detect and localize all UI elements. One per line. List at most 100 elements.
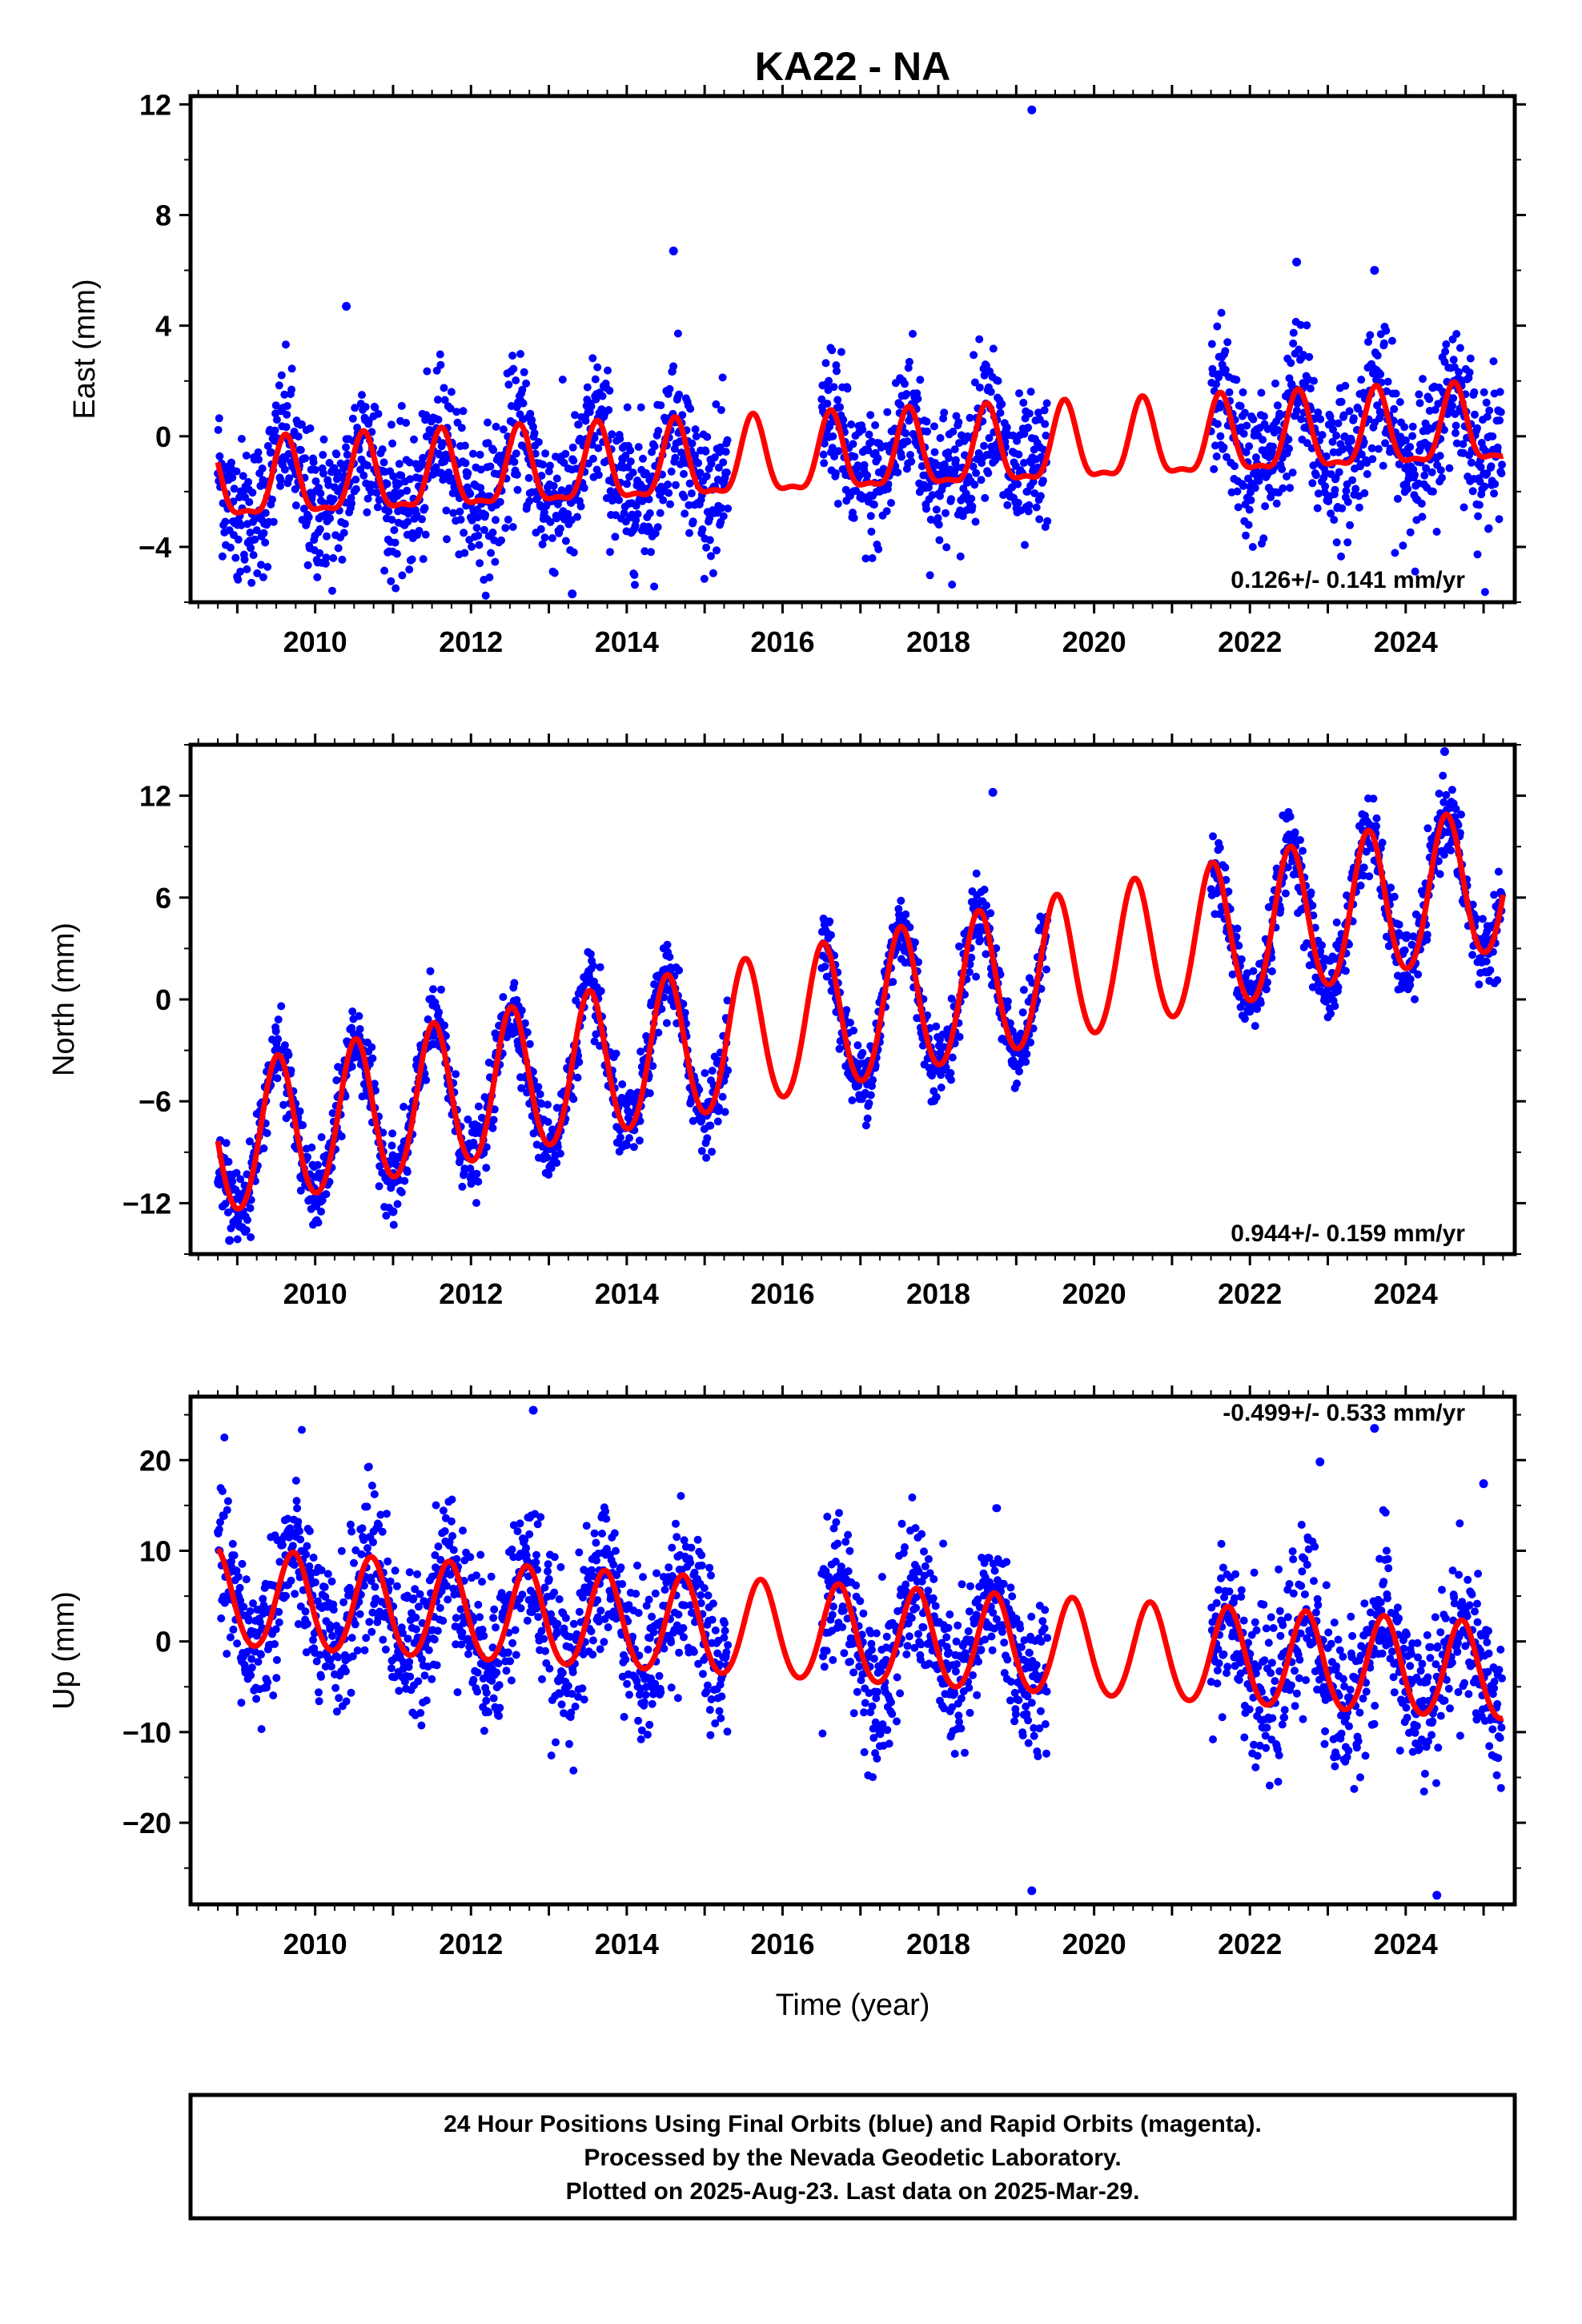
data-point	[329, 495, 338, 504]
data-point	[620, 509, 628, 517]
data-point	[576, 434, 584, 443]
data-point	[280, 390, 289, 399]
x-tick-label: 2020	[1062, 1277, 1126, 1310]
data-point	[536, 525, 545, 533]
data-point	[309, 1554, 318, 1562]
data-point	[846, 1019, 854, 1027]
data-point	[279, 1100, 288, 1109]
east-data-points	[214, 105, 1506, 600]
data-point	[508, 523, 517, 531]
data-point	[1390, 404, 1399, 413]
data-point	[1482, 957, 1491, 966]
data-point	[671, 453, 680, 462]
data-point	[1471, 410, 1479, 419]
data-point	[937, 1084, 946, 1092]
x-tick-label: 2016	[750, 1277, 814, 1310]
data-point	[917, 462, 926, 471]
data-point	[1445, 464, 1454, 472]
data-point	[1295, 396, 1303, 405]
data-point	[955, 1032, 964, 1041]
data-point	[552, 1159, 561, 1168]
data-point	[287, 1576, 295, 1585]
data-point	[705, 514, 714, 523]
data-point	[1331, 485, 1339, 494]
data-point	[1272, 499, 1281, 508]
data-point	[1343, 538, 1352, 547]
data-point-outlier	[342, 301, 351, 311]
data-point	[1415, 399, 1424, 408]
data-point	[291, 485, 299, 493]
data-point	[1466, 354, 1475, 363]
data-point	[434, 416, 443, 424]
data-point	[337, 1132, 346, 1140]
data-point	[718, 1092, 727, 1101]
data-point	[897, 452, 905, 461]
data-point	[868, 554, 877, 562]
data-point	[1420, 471, 1429, 480]
data-point	[227, 458, 235, 467]
data-point	[949, 428, 958, 436]
data-point	[1244, 521, 1253, 529]
data-point	[1364, 337, 1372, 346]
data-point	[402, 419, 411, 427]
data-point	[712, 400, 721, 408]
data-point	[698, 525, 707, 533]
data-point	[977, 476, 986, 485]
data-point	[1239, 429, 1248, 438]
data-point	[1026, 388, 1035, 396]
data-point	[433, 396, 442, 404]
x-tick-label: 2020	[1062, 625, 1126, 658]
data-point	[363, 461, 371, 470]
data-point	[833, 367, 841, 376]
data-point	[549, 481, 558, 490]
data-point	[633, 509, 642, 518]
data-point	[398, 571, 407, 580]
data-point	[680, 493, 689, 501]
data-point	[313, 573, 322, 581]
data-point	[571, 411, 579, 420]
data-point	[647, 548, 655, 557]
data-point	[932, 505, 941, 514]
east-y-axis-label: East (mm)	[68, 279, 102, 419]
data-point	[215, 1525, 223, 1534]
data-point	[316, 489, 325, 498]
data-point	[615, 496, 624, 505]
data-point	[934, 514, 942, 522]
data-point	[839, 416, 848, 424]
data-point	[1455, 368, 1464, 376]
data-point	[303, 561, 312, 569]
data-point	[528, 422, 537, 431]
x-tick-label: 2018	[906, 625, 970, 658]
data-point	[650, 442, 659, 451]
data-point	[975, 383, 984, 392]
data-point	[248, 489, 257, 497]
data-point	[1357, 450, 1366, 459]
data-point	[218, 1487, 227, 1495]
data-point	[1240, 408, 1249, 417]
data-point	[488, 1124, 497, 1132]
data-point	[1014, 498, 1022, 507]
data-point	[1018, 1008, 1027, 1017]
data-point	[694, 459, 703, 468]
data-point	[476, 450, 484, 459]
data-point	[825, 422, 834, 431]
data-point	[982, 361, 990, 370]
data-point	[422, 411, 431, 420]
data-point	[404, 517, 412, 526]
data-point	[367, 1043, 376, 1051]
data-point	[721, 1108, 729, 1116]
data-point	[1427, 468, 1436, 476]
data-point	[1328, 437, 1337, 446]
data-point	[1379, 339, 1388, 348]
data-point	[723, 436, 732, 444]
data-point	[1042, 399, 1051, 408]
data-point	[317, 1133, 326, 1141]
data-point	[1436, 466, 1445, 475]
data-point	[1292, 406, 1301, 415]
data-point	[389, 1220, 398, 1229]
data-point	[1296, 320, 1305, 329]
data-point	[924, 483, 933, 492]
data-point	[332, 1076, 341, 1084]
data-point	[1015, 1067, 1023, 1076]
x-tick-label: 2012	[439, 625, 503, 658]
